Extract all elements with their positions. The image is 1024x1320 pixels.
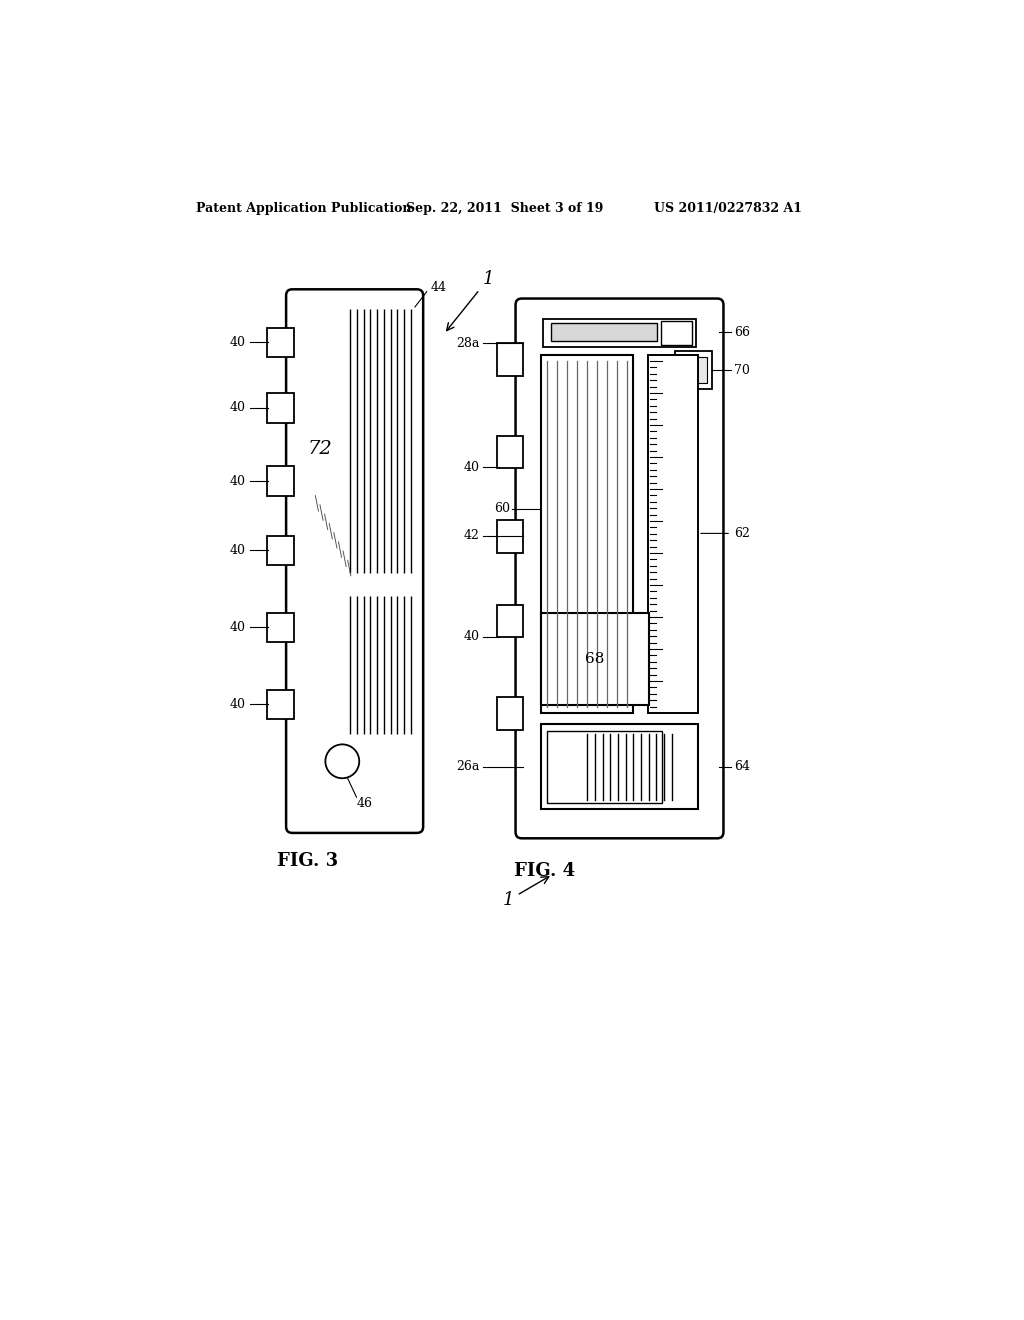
Text: 42: 42 [464,529,479,543]
Text: 1: 1 [446,269,494,330]
Text: 68: 68 [585,652,604,665]
Text: 64: 64 [734,760,751,774]
Text: 46: 46 [356,797,372,810]
Bar [541,355,634,713]
Text: 40: 40 [229,401,246,414]
FancyBboxPatch shape [515,298,724,838]
Bar [267,689,294,719]
Text: 40: 40 [229,474,246,487]
Text: 1: 1 [503,876,549,909]
Text: 72: 72 [307,441,333,458]
Text: FIG. 3: FIG. 3 [276,853,338,870]
Text: 40: 40 [229,620,246,634]
Text: 66: 66 [734,326,751,339]
Bar [497,697,523,730]
Bar [497,436,523,469]
Bar [541,725,698,809]
Text: 70: 70 [734,363,751,376]
Text: 28a: 28a [456,337,479,350]
Text: 44: 44 [431,281,446,294]
Text: US 2011/0227832 A1: US 2011/0227832 A1 [654,202,802,215]
Bar [662,321,692,345]
Bar [497,520,523,553]
Bar [497,605,523,638]
Text: 62: 62 [734,527,751,540]
Text: 40: 40 [229,698,246,711]
Bar [267,393,294,422]
Text: 60: 60 [495,502,510,515]
Bar [541,612,649,705]
Text: Patent Application Publication: Patent Application Publication [196,202,412,215]
Text: 40: 40 [229,335,246,348]
Text: 40: 40 [229,544,246,557]
Bar [544,318,695,347]
Text: 40: 40 [464,461,479,474]
Bar [267,536,294,565]
Text: Sep. 22, 2011  Sheet 3 of 19: Sep. 22, 2011 Sheet 3 of 19 [407,202,603,215]
Text: 26a: 26a [456,760,479,774]
Bar [547,730,662,803]
Bar [267,327,294,358]
Bar [680,358,708,383]
Bar [551,323,657,341]
Bar [267,466,294,496]
Bar [648,355,698,713]
Bar [267,612,294,642]
Text: FIG. 4: FIG. 4 [514,862,575,879]
Bar [675,351,712,389]
Text: 40: 40 [464,630,479,643]
FancyBboxPatch shape [286,289,423,833]
Bar [497,343,523,376]
